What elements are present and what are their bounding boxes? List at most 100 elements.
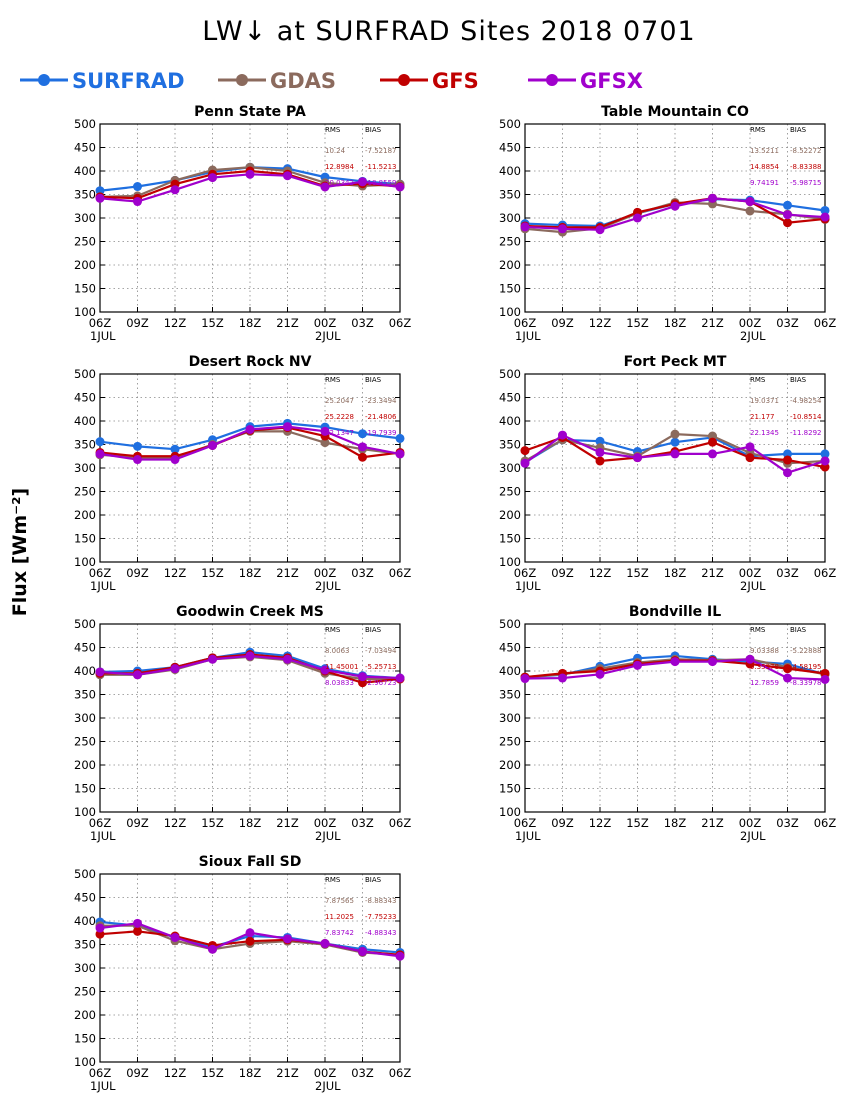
data-point xyxy=(245,169,255,179)
y-tick-label: 300 xyxy=(74,461,96,475)
y-tick-label: 500 xyxy=(74,617,96,631)
x-date-label: 1JUL xyxy=(90,829,116,843)
x-tick-label: 03Z xyxy=(351,566,374,580)
x-date-label: 2JUL xyxy=(740,329,766,343)
y-tick-label: 150 xyxy=(74,532,96,546)
panel-fort-peck-mt: Fort Peck MT 100 150 200 250 300 350 400 450 500 0… xyxy=(499,354,836,593)
data-point xyxy=(783,210,792,220)
y-tick-label: 150 xyxy=(74,282,96,296)
y-tick-label: 400 xyxy=(499,414,521,428)
y-tick-label: 100 xyxy=(74,305,96,319)
stats-rms-value: 22.1345 xyxy=(750,429,779,437)
x-date-label: 2JUL xyxy=(315,329,341,343)
x-tick-label: 18Z xyxy=(239,816,262,830)
x-tick-label: 18Z xyxy=(664,316,687,330)
stats-rms-value: 8.03833 xyxy=(325,679,354,687)
stats-table: RMS BIAS 10.24 -7.52187 12.8984 -11.5213 20.03… xyxy=(325,126,396,187)
legend: SURFRAD GDAS GFS GFSX xyxy=(20,69,643,93)
data-point xyxy=(133,455,142,465)
data-point xyxy=(133,197,142,207)
y-tick-label: 500 xyxy=(74,117,96,131)
data-point xyxy=(395,449,405,459)
data-point xyxy=(820,449,830,459)
x-tick-label: 06Z xyxy=(389,316,412,330)
panel-title: Goodwin Creek MS xyxy=(176,604,324,620)
y-tick-label: 250 xyxy=(74,485,96,499)
stats-bias-value: -21.4806 xyxy=(365,413,397,421)
legend-item-gfsx: GFSX xyxy=(528,69,643,93)
x-tick-label: 09Z xyxy=(551,316,574,330)
data-point xyxy=(558,224,567,234)
x-tick-label: 06Z xyxy=(89,566,112,580)
data-point xyxy=(170,185,180,195)
stats-header-rms: RMS xyxy=(325,876,341,884)
stats-rms-value: 7.87565 xyxy=(325,897,354,905)
y-tick-label: 400 xyxy=(74,914,96,928)
x-tick-label: 18Z xyxy=(239,316,262,330)
series-gfsx xyxy=(95,918,405,961)
x-tick-label: 12Z xyxy=(164,1066,187,1080)
y-tick-label: 500 xyxy=(74,867,96,881)
stats-rms-value: 9.74191 xyxy=(750,179,779,187)
data-point xyxy=(633,213,642,223)
x-tick-label: 06Z xyxy=(389,1066,412,1080)
data-point xyxy=(783,218,792,228)
x-date-label: 2JUL xyxy=(740,829,766,843)
data-point xyxy=(558,673,567,683)
stats-table: RMS BIAS 19.0371 -4.98254 21.177 -10.8514 22.1… xyxy=(750,376,822,437)
panels: Penn State PA 100 150 200 250 300 350 400 450 500… xyxy=(74,104,836,1093)
stats-rms-value: 12.8984 xyxy=(325,163,354,171)
x-date-label: 2JUL xyxy=(315,579,341,593)
data-point xyxy=(783,455,792,465)
data-point xyxy=(320,182,330,192)
data-point xyxy=(670,201,680,211)
x-date-label: 1JUL xyxy=(90,329,116,343)
y-tick-label: 500 xyxy=(499,117,521,131)
y-tick-label: 200 xyxy=(74,758,96,772)
y-tick-label: 500 xyxy=(499,617,521,631)
y-tick-label: 300 xyxy=(499,461,521,475)
x-tick-label: 15Z xyxy=(201,566,224,580)
data-point xyxy=(133,441,142,451)
y-tick-label: 150 xyxy=(499,282,521,296)
y-tick-label: 250 xyxy=(499,735,521,749)
x-date-label: 1JUL xyxy=(90,579,116,593)
x-tick-label: 06Z xyxy=(814,316,837,330)
stats-header-rms: RMS xyxy=(325,126,341,134)
stats-rms-value: 22.1347 xyxy=(325,429,354,437)
panel-bondville-il: Bondville IL 100 150 200 250 300 350 400 450 500 0… xyxy=(499,604,836,843)
data-point xyxy=(708,657,717,667)
x-tick-label: 00Z xyxy=(739,566,762,580)
data-point xyxy=(358,452,367,462)
x-tick-label: 00Z xyxy=(739,816,762,830)
stats-rms-value: 11.45001 xyxy=(325,663,358,671)
legend-item-gdas: GDAS xyxy=(218,69,336,93)
stats-rms-value: 14.8854 xyxy=(750,163,779,171)
x-tick-label: 12Z xyxy=(589,566,612,580)
x-tick-label: 09Z xyxy=(126,316,149,330)
panel-title: Bondville IL xyxy=(629,604,721,620)
x-tick-label: 21Z xyxy=(276,566,299,580)
y-tick-label: 400 xyxy=(74,664,96,678)
x-tick-label: 09Z xyxy=(551,566,574,580)
data-point xyxy=(320,665,330,675)
x-tick-label: 21Z xyxy=(276,316,299,330)
grid xyxy=(100,374,400,562)
x-tick-label: 18Z xyxy=(239,566,262,580)
data-point xyxy=(820,212,830,222)
stats-bias-value: -10.8514 xyxy=(790,413,822,421)
x-tick-label: 03Z xyxy=(776,816,799,830)
x-tick-label: 09Z xyxy=(551,816,574,830)
x-tick-label: 00Z xyxy=(314,566,337,580)
y-tick-label: 300 xyxy=(499,211,521,225)
main-title: LW↓ at SURFRAD Sites 2018 0701 xyxy=(202,16,695,47)
stats-header-bias: BIAS xyxy=(365,626,382,634)
stats-table: RMS BIAS 7.87565 -8.88343 11.2025 -7.75233 7.8… xyxy=(325,876,396,937)
data-point xyxy=(745,206,755,216)
x-tick-label: 06Z xyxy=(514,316,537,330)
y-tick-label: 450 xyxy=(74,141,96,155)
data-point xyxy=(170,664,180,674)
data-point xyxy=(520,446,530,456)
data-point xyxy=(95,449,105,459)
data-point xyxy=(520,674,530,684)
